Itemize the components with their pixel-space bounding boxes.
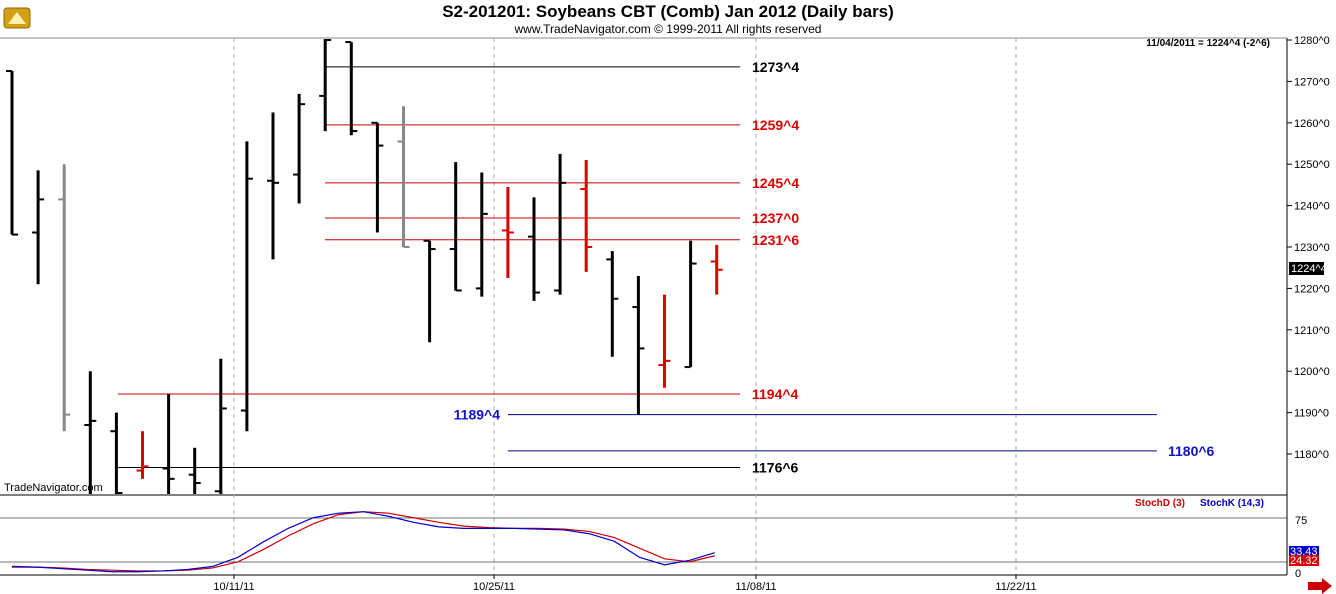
x-tick-label: 11/22/11 [995,581,1036,593]
ohlc-bar [554,153,567,295]
y-tick-label: 1190^0 [1294,408,1329,420]
y-tick-label: 1280^0 [1294,35,1330,47]
level-label: 1176^6 [752,459,799,475]
ohlc-bar [267,112,279,260]
title-bar [0,0,1336,38]
x-tick-label: 10/11/11 [213,581,254,593]
y-tick-label: 1180^0 [1294,449,1329,461]
ohlc-bar [528,197,540,301]
ohlc-bar [319,39,332,132]
copyright: www.TradeNavigator.com © 1999-2011 All r… [514,22,822,36]
last-price-badge: 1224^4 [1289,262,1327,275]
ohlc-bar [606,251,619,357]
x-tick-label: 11/08/11 [735,581,776,593]
chart-title: S2-201201: Soybeans CBT (Comb) Jan 2012 … [442,2,894,21]
price-axis: 1280^0 1270^0 1260^0 1250^0 1240^0 1230^0 1220… [1287,35,1330,461]
ohlc-bar [397,106,410,248]
stoch-tick-0: 0 [1295,568,1301,580]
stochastic-panel: StochD (3) StochK (14,3) 75 0 33.43 24.3… [0,498,1319,580]
vertical-gridlines [233,38,1017,575]
price-panel [0,37,1288,575]
y-tick-label: 1210^0 [1294,325,1330,337]
ohlc-bar [345,41,358,136]
ohlc-bar [58,164,71,432]
ohlc-bar [32,170,45,285]
ohlc-bar [710,244,723,295]
ohlc-bar [84,371,97,494]
y-tick-label: 1200^0 [1294,366,1330,378]
y-tick-label: 1250^0 [1294,159,1330,171]
ohlc-bar [632,275,645,415]
last-price-badge-text: 1224^4 [1291,263,1327,275]
price-bars [6,39,723,494]
info-readout: 11/04/2011 = 1224^4 (-2^6) [1146,38,1270,49]
watermark: TradeNavigator.com [4,482,103,494]
stoch-d-badge [1289,555,1319,566]
arrow-right-icon[interactable] [1308,578,1332,594]
level-label: 1273^4 [752,59,799,75]
ohlc-bar [423,239,436,343]
ohlc-bar [188,447,201,494]
y-tick-label: 1240^0 [1294,201,1330,213]
ohlc-bar [449,162,462,292]
ohlc-bar [110,412,123,494]
level-label: 1180^6 [1168,443,1215,459]
level-label: 1259^4 [752,117,799,133]
stoch-tick-75: 75 [1295,515,1307,527]
level-lines: 1273^4 1259^4 1245^4 1237^0 1231^6 1194^4 1189… [118,59,1215,475]
ohlc-bar [684,240,697,369]
ohlc-bar [136,431,149,479]
stoch-k-badge [1289,546,1319,556]
y-tick-label: 1260^0 [1294,118,1330,130]
y-tick-label: 1230^0 [1294,242,1330,254]
ohlc-bar [580,160,593,272]
ohlc-bar [162,393,175,494]
level-label: 1189^4 [454,407,501,423]
stoch-k-line [11,511,715,573]
stoch-k-label: StochK (14,3) [1200,498,1264,509]
y-tick-label: 1220^0 [1294,283,1330,295]
ohlc-bar [475,172,488,297]
ohlc-bar [214,358,227,494]
level-label: 1231^6 [752,232,799,248]
ohlc-bar [501,186,514,279]
ohlc-bar [371,121,384,233]
ohlc-bar [658,294,671,388]
stoch-d-label: StochD (3) [1135,498,1185,509]
y-tick-label: 1270^0 [1294,76,1330,88]
level-label: 1237^0 [752,210,799,226]
ohlc-bar [6,70,18,236]
logo-icon [3,7,31,29]
level-label: 1194^4 [752,386,799,402]
ohlc-bar [240,141,253,432]
stoch-d-value: 24.32 [1290,555,1318,567]
level-label: 1245^4 [752,175,799,191]
x-tick-label: 10/25/11 [473,581,515,593]
date-axis: 10/11/11 10/25/11 11/08/11 11/22/11 [213,575,1037,593]
ohlc-bar [293,93,306,204]
